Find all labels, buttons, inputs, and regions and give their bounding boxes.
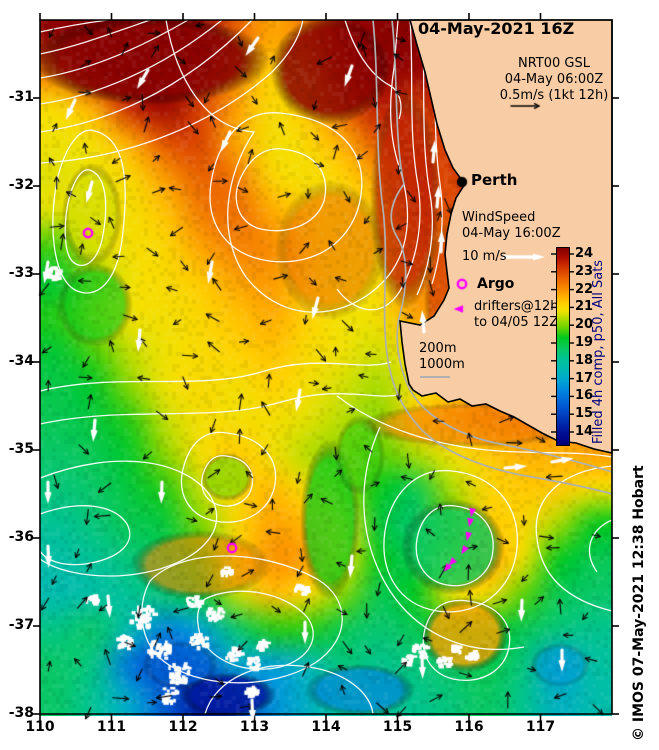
colorbar-tick-label: 15 bbox=[575, 406, 594, 422]
colorbar-tick-label: 24 bbox=[575, 246, 594, 261]
y-tick-label: -31 bbox=[8, 89, 34, 105]
wind-legend: WindSpeed 04-May 16:00Z 10 m/s bbox=[462, 210, 561, 265]
colorbar-title: Filled 4h comp, p50, All Sats bbox=[591, 259, 606, 444]
wind-title: WindSpeed bbox=[462, 210, 536, 225]
imos-watermark: © IMOS 07-May-2021 12:38 Hobart bbox=[631, 465, 647, 741]
x-tick-label: 114 bbox=[311, 719, 341, 735]
colorbar-tick-label: 14 bbox=[575, 424, 594, 439]
colorbar-tick-label: 16 bbox=[575, 388, 594, 404]
wind-scale: 10 m/s bbox=[462, 249, 507, 264]
drifter-line2: to 04/05 12Z bbox=[474, 315, 559, 330]
model-name: NRT00 GSL bbox=[518, 56, 590, 71]
city-label: Perth bbox=[471, 171, 518, 189]
model-legend: NRT00 GSL 04-May 06:00Z 0.5m/s (1kt 12h) bbox=[494, 56, 614, 104]
argo-legend-label: Argo bbox=[477, 276, 515, 292]
x-tick-label: 115 bbox=[382, 719, 413, 735]
colorbar-tick-label: 19 bbox=[575, 335, 594, 350]
y-tick-label: -34 bbox=[8, 353, 34, 369]
model-scale: 0.5m/s (1kt 12h) bbox=[499, 88, 609, 103]
y-tick-label: -32 bbox=[8, 177, 34, 193]
page-title: 04-May-2021 16Z bbox=[418, 19, 575, 38]
y-tick-label: -37 bbox=[8, 617, 34, 633]
colorbar bbox=[556, 247, 570, 446]
isobath-200m: 200m bbox=[419, 341, 457, 356]
x-tick-label: 116 bbox=[454, 719, 484, 735]
x-tick-label: 113 bbox=[239, 719, 270, 735]
colorbar-tick-label: 20 bbox=[575, 317, 594, 333]
isobath-legend: 200m 1000m bbox=[419, 341, 465, 373]
model-time: 04-May 06:00Z bbox=[504, 72, 604, 87]
y-tick-label: -33 bbox=[8, 265, 34, 281]
drifter-legend: drifters@12h to 04/05 12Z bbox=[474, 299, 559, 331]
colorbar-tick-label: 17 bbox=[575, 370, 594, 386]
x-tick-label: 110 bbox=[25, 719, 55, 735]
isobath-1000m: 1000m bbox=[419, 357, 465, 372]
wind-time: 04-May 16:00Z bbox=[462, 226, 561, 241]
colorbar-tick-label: 22 bbox=[575, 281, 594, 297]
x-tick-label: 112 bbox=[168, 719, 198, 735]
drifter-line1: drifters@12h bbox=[474, 299, 559, 314]
colorbar-tick-label: 18 bbox=[575, 352, 594, 368]
y-tick-label: -36 bbox=[8, 529, 34, 545]
x-tick-label: 111 bbox=[96, 719, 127, 735]
y-tick-label: -35 bbox=[8, 441, 34, 457]
x-tick-label: 117 bbox=[525, 719, 556, 735]
colorbar-tick-label: 21 bbox=[575, 299, 594, 315]
y-tick-label: -38 bbox=[8, 705, 34, 721]
colorbar-tick-label: 23 bbox=[575, 263, 594, 279]
